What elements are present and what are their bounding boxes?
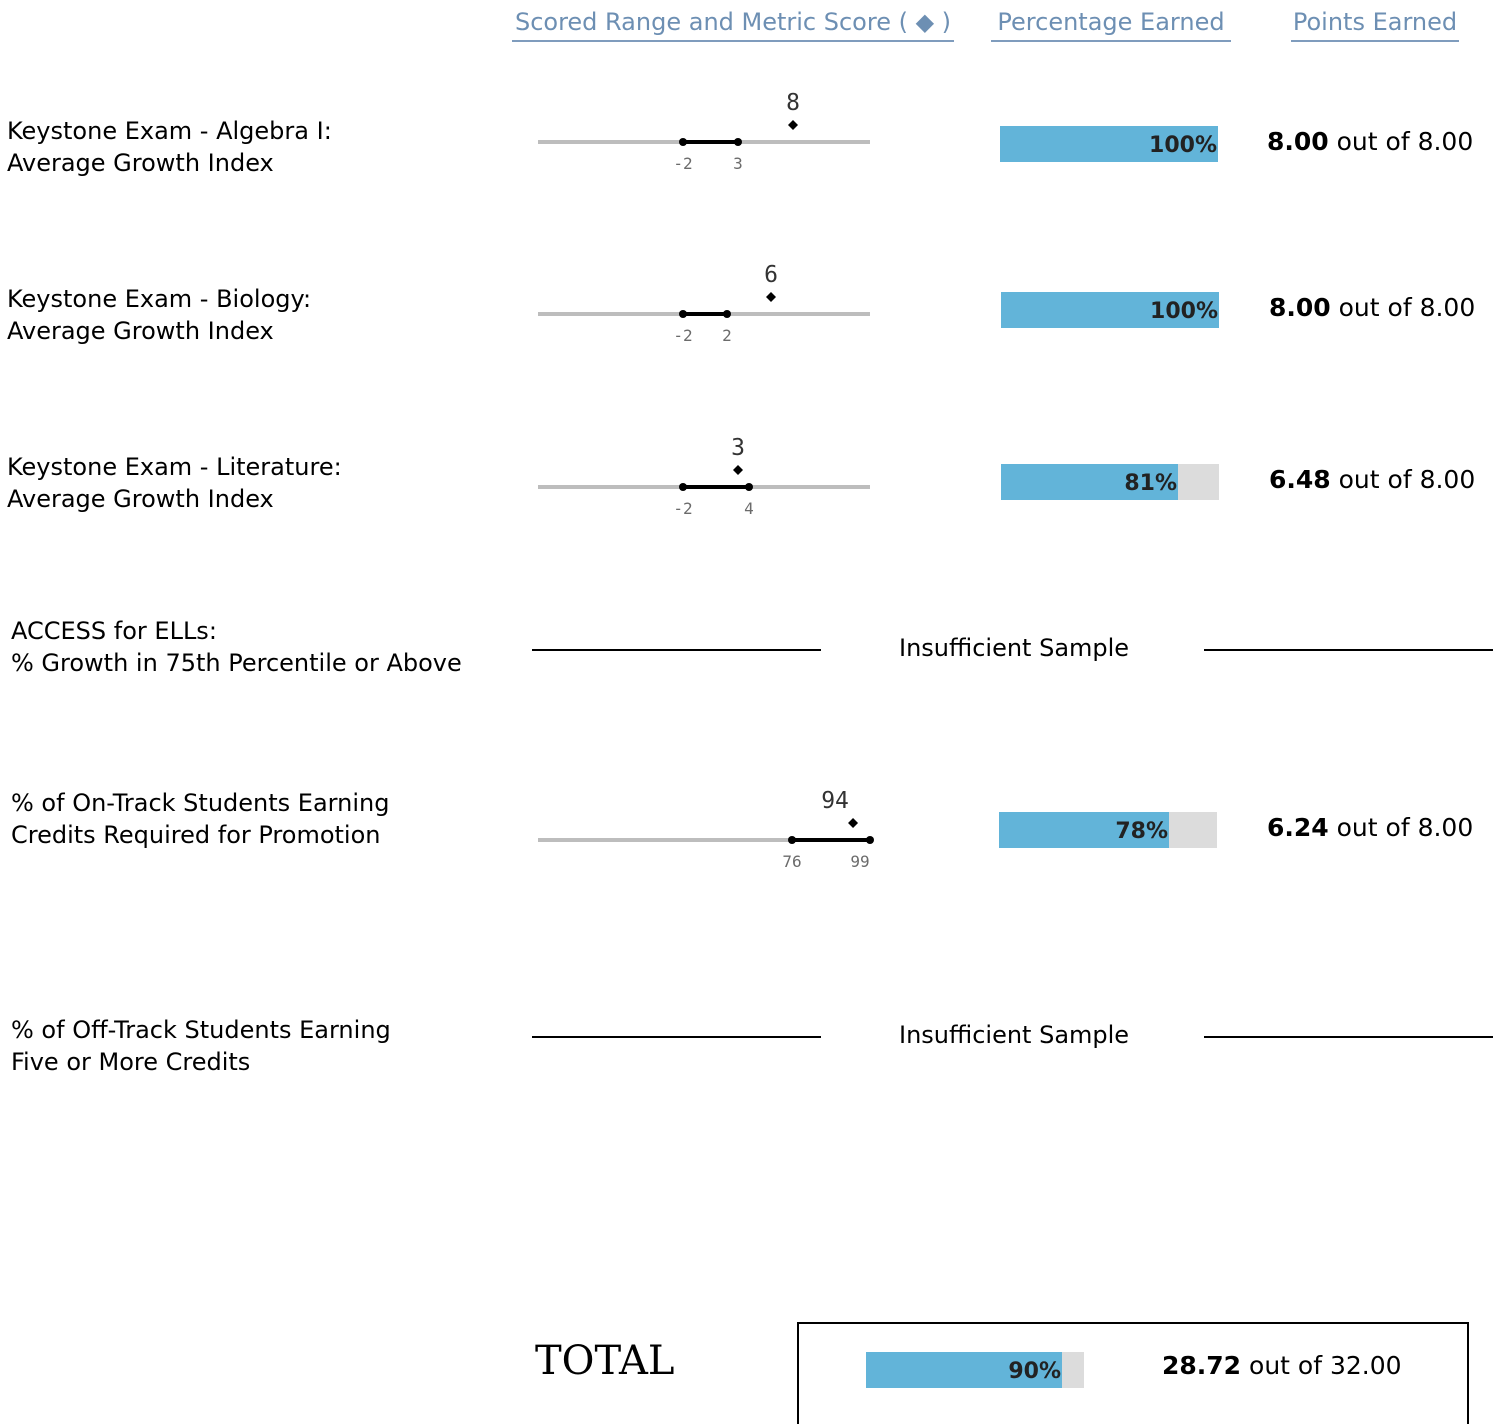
metric-score-label: 94 <box>821 788 849 814</box>
metric-label-literature: Keystone Exam - Literature: Average Grow… <box>7 451 342 515</box>
metric-label-algebra: Keystone Exam - Algebra I: Average Growt… <box>7 115 332 179</box>
metric-score-marker <box>848 818 859 828</box>
header-percentage-earned: Percentage Earned <box>991 4 1231 42</box>
points-value: 28.72 <box>1162 1351 1242 1380</box>
percent-bar-on-track: 78% <box>999 812 1217 848</box>
points-earned-total: 28.72 out of 32.00 <box>1162 1351 1402 1380</box>
points-value: 6.48 <box>1269 465 1331 494</box>
points-max: out of 32.00 <box>1241 1351 1402 1380</box>
metric-score-label: 6 <box>764 262 778 288</box>
insufficient-sample-label: Insufficient Sample <box>899 1021 1130 1049</box>
points-earned-on-track: 6.24 out of 8.00 <box>1267 813 1473 842</box>
percent-bar-fill <box>1001 464 1178 500</box>
percent-bar-fill <box>1001 292 1219 328</box>
range-low-label: -2 <box>673 154 692 173</box>
range-scale-biology: -2 2 6 <box>530 252 890 372</box>
points-max: out of 8.00 <box>1330 465 1476 494</box>
range-scale-on-track: 76 99 94 <box>530 778 890 898</box>
range-low-endpoint <box>788 836 796 844</box>
metric-label-line1: ACCESS for ELLs: <box>11 617 217 645</box>
percent-bar-biology: 100% <box>1001 292 1219 328</box>
percent-label: 90% <box>1008 1359 1061 1384</box>
metric-score-label: 3 <box>731 435 745 461</box>
range-scale-algebra: -2 3 8 <box>530 80 890 200</box>
insufficient-rule-right <box>1204 649 1493 651</box>
metric-label-line1: % of On-Track Students Earning <box>11 789 390 817</box>
header-scored-range: Scored Range and Metric Score ( ◆ ) <box>512 4 954 42</box>
range-scale-svg: -2 4 3 <box>538 435 870 518</box>
percent-bar-total: 90% <box>866 1352 1084 1388</box>
points-value: 8.00 <box>1269 293 1331 322</box>
metric-label-line2: Average Growth Index <box>7 317 274 345</box>
points-max: out of 8.00 <box>1328 813 1474 842</box>
range-scale-svg: 76 99 94 <box>538 788 874 871</box>
points-max: out of 8.00 <box>1330 293 1476 322</box>
points-earned-literature: 6.48 out of 8.00 <box>1269 465 1475 494</box>
range-high-endpoint <box>745 483 753 491</box>
metric-label-line2: Five or More Credits <box>11 1048 251 1076</box>
range-high-endpoint <box>723 310 731 318</box>
range-low-label: 76 <box>782 852 801 871</box>
range-high-label: 3 <box>733 154 743 173</box>
percent-label: 100% <box>1150 299 1218 324</box>
metric-label-line1: Keystone Exam - Algebra I: <box>7 117 332 145</box>
range-low-endpoint <box>679 483 687 491</box>
total-label: TOTAL <box>535 1338 675 1384</box>
insufficient-rule-left <box>532 649 821 651</box>
metric-label-off-track: % of Off-Track Students Earning Five or … <box>11 1014 391 1078</box>
insufficient-rule-right <box>1204 1036 1493 1038</box>
metric-label-line2: % Growth in 75th Percentile or Above <box>11 649 462 677</box>
range-high-label: 2 <box>722 326 732 345</box>
metric-label-line1: Keystone Exam - Biology: <box>7 285 312 313</box>
percent-bar-fill <box>1000 126 1218 162</box>
metric-label-on-track: % of On-Track Students Earning Credits R… <box>11 787 389 851</box>
total-box <box>797 1322 1469 1424</box>
percent-bar-literature: 81% <box>1001 464 1219 500</box>
points-value: 8.00 <box>1267 127 1329 156</box>
metric-score-label: 8 <box>786 90 800 116</box>
metric-label-line1: % of Off-Track Students Earning <box>11 1016 391 1044</box>
percent-label: 81% <box>1124 471 1177 496</box>
header-points-earned: Points Earned <box>1291 4 1459 42</box>
range-high-label: 99 <box>850 852 869 871</box>
metric-label-line2: Average Growth Index <box>7 485 274 513</box>
metric-label-access-ells: ACCESS for ELLs: % Growth in 75th Percen… <box>11 615 462 679</box>
points-earned-algebra: 8.00 out of 8.00 <box>1267 127 1473 156</box>
metric-score-marker <box>766 292 776 302</box>
metric-label-line2: Credits Required for Promotion <box>11 821 381 849</box>
percent-label: 78% <box>1115 819 1168 844</box>
percent-bar-fill <box>999 812 1169 848</box>
percent-bar-algebra: 100% <box>1000 126 1218 162</box>
range-scale-svg: -2 2 6 <box>538 262 870 345</box>
range-low-label: -2 <box>673 326 692 345</box>
points-value: 6.24 <box>1267 813 1329 842</box>
percent-bar-fill <box>866 1352 1062 1388</box>
range-high-endpoint <box>866 836 874 844</box>
range-scale-literature: -2 4 3 <box>530 425 890 545</box>
range-high-endpoint <box>734 138 742 146</box>
insufficient-rule-left <box>532 1036 821 1038</box>
range-low-endpoint <box>679 138 687 146</box>
range-low-label: -2 <box>673 499 692 518</box>
percent-label: 100% <box>1149 133 1217 158</box>
metric-label-line2: Average Growth Index <box>7 149 274 177</box>
insufficient-sample-label: Insufficient Sample <box>899 634 1130 662</box>
metric-score-marker <box>788 120 798 130</box>
range-scale-svg: -2 3 8 <box>538 90 870 173</box>
points-max: out of 8.00 <box>1328 127 1474 156</box>
range-low-endpoint <box>679 310 687 318</box>
range-high-label: 4 <box>744 499 754 518</box>
metric-label-biology: Keystone Exam - Biology: Average Growth … <box>7 283 311 347</box>
metric-score-marker <box>733 465 743 475</box>
points-earned-biology: 8.00 out of 8.00 <box>1269 293 1475 322</box>
metric-label-line1: Keystone Exam - Literature: <box>7 453 342 481</box>
